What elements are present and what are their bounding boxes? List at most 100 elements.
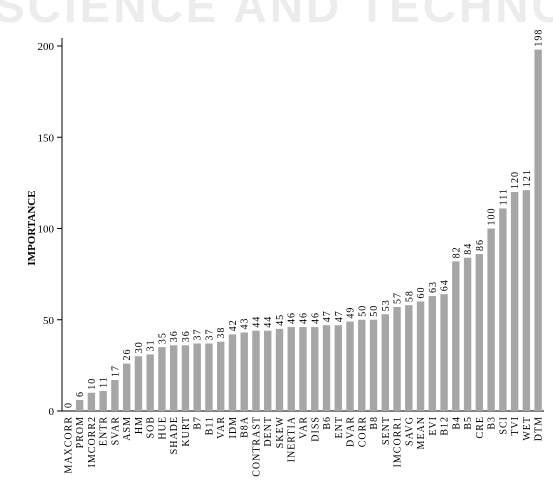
category-label: CRE [475,416,486,438]
bar [275,328,284,412]
category-label: VAR [299,416,310,439]
category-label: DTM [534,416,545,441]
category-label: DISS [310,416,321,442]
category-label: IMCORR1 [393,416,404,467]
bar [334,325,342,411]
y-tick-label: 100 [38,224,55,236]
bar [440,294,448,411]
bar-value-label: 50 [357,305,368,317]
bar-value-label: 42 [228,319,239,331]
y-tick-label: 50 [43,315,55,327]
category-label: B12 [440,416,451,436]
bar [217,341,225,411]
category-label: KURT [181,416,192,447]
category-label: B7 [193,416,204,430]
category-label: SOB [146,416,157,438]
bar [416,301,425,411]
category-label: TVI [510,416,521,436]
bar [99,390,107,411]
category-label: ENT [334,416,345,438]
bar-value-label: 49 [346,307,357,319]
bar [169,345,178,411]
bar [287,327,295,411]
bar-value-label: 43 [240,318,251,330]
bar-value-label: 53 [381,299,392,311]
bar-value-label: 46 [287,312,298,324]
bar-value-label: 120 [510,171,521,189]
bar [475,254,484,411]
category-label: B3 [487,416,498,430]
category-label: CORR [357,416,368,447]
bar [264,330,272,411]
category-label: CONTRAST [251,416,262,477]
bar-value-label: 82 [451,246,462,258]
category-label: WET [522,416,533,441]
bar-value-label: 45 [275,314,286,326]
bar [134,356,143,411]
bar-value-label: 17 [110,365,121,377]
bar [181,345,190,411]
bar [146,354,154,411]
bar-value-label: 0 [63,402,74,408]
category-label: SKEW [275,416,286,448]
bar [75,400,84,411]
bar [87,392,96,411]
y-axis-title: IMPORTANCE [26,190,38,265]
bar-value-label: 111 [498,188,509,205]
bar-value-label: 57 [393,292,404,304]
bar [311,327,319,411]
bar-value-label: 38 [216,327,227,339]
bar-value-label: 84 [463,243,474,255]
category-label: B11 [204,416,215,435]
y-tick-label: 0 [49,406,55,418]
category-label: INERTIA [287,416,298,462]
bar [405,305,413,411]
bar-value-label: 47 [334,310,345,322]
category-label: B8 [369,416,380,430]
category-label: ASM [122,416,133,441]
bar [122,363,131,411]
y-tick-label: 150 [38,132,55,144]
bar [369,319,378,411]
bar-value-label: 50 [369,305,380,317]
bar-value-label: 47 [322,310,333,322]
category-label: SAVG [404,416,415,446]
category-label: IMCORR2 [87,416,98,467]
watermark: SCIENCE AND TECHNOLOGY [0,0,553,32]
bar-value-label: 86 [475,239,486,251]
bar [322,325,331,411]
category-label: B4 [451,416,462,430]
category-label: HM [134,416,145,434]
category-label: SCI [498,416,509,435]
bar [193,343,201,411]
category-label: IDM [228,416,239,438]
bar-value-label: 100 [487,208,498,226]
bar [499,208,507,411]
bar-value-label: 31 [146,339,157,351]
category-label: VAR [216,416,227,439]
category-label: SVAR [110,416,121,445]
bar [299,327,307,411]
category-label: MAXCORR [63,416,74,474]
bar-value-label: 121 [522,169,533,187]
category-label: HUE [157,416,168,440]
bar-value-label: 44 [263,316,274,328]
bar-value-label: 46 [299,312,310,324]
bar [240,332,248,411]
bar-value-label: 37 [193,328,204,340]
category-label: B6 [322,416,333,430]
bar-value-label: 30 [134,341,145,353]
bar-value-label: 198 [534,29,545,47]
bar [111,379,119,411]
bar [381,314,389,411]
bar-value-label: 11 [99,376,110,388]
bar-value-label: 58 [404,290,415,302]
bar [358,319,366,411]
bar-value-label: 60 [416,287,427,299]
category-label: ENTR [99,416,110,446]
bar [452,261,460,411]
bar [510,192,519,411]
bar [428,296,437,411]
bar-value-label: 44 [251,316,262,328]
y-tick-label: 200 [38,41,55,53]
